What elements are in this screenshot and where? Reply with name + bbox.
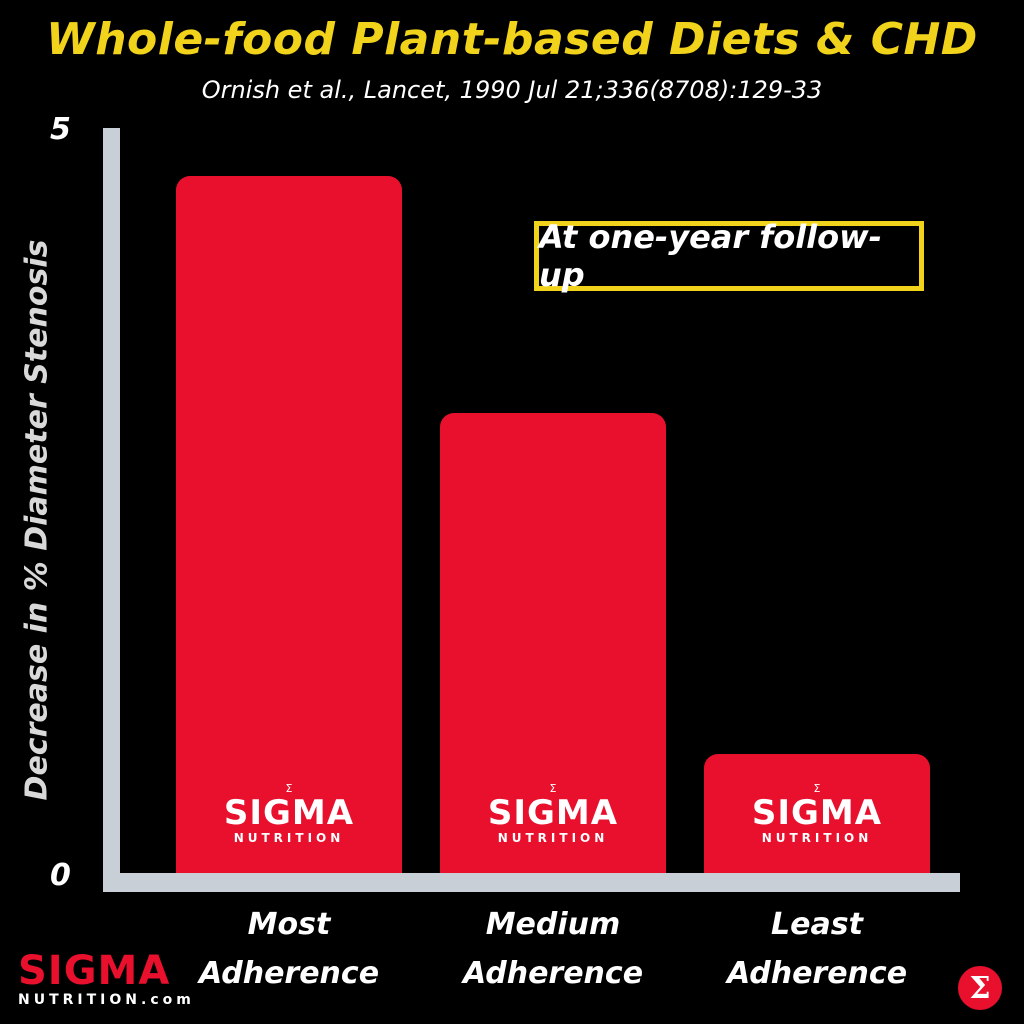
- x-tick-label: Least Adherence: [726, 907, 908, 991]
- bar-watermark-name: SIGMA: [223, 792, 355, 833]
- brand-name: SIGMA: [18, 948, 171, 994]
- annotation-box: At one-year follow-up: [534, 218, 924, 294]
- brand-subtitle: NUTRITION.com: [18, 992, 195, 1008]
- y-tick-zero: 0: [50, 858, 71, 893]
- x-tick-label: Most Adherence: [198, 907, 380, 991]
- x-axis-line: [103, 873, 960, 892]
- y-axis-label: Decrease in % Diameter Stenosis: [19, 239, 55, 801]
- bar-watermark-name: SIGMA: [487, 792, 619, 833]
- sigma-icon: Σ: [285, 781, 293, 795]
- y-tick-max: 5: [50, 112, 71, 147]
- chart-title: Whole-food Plant-based Diets & CHD: [46, 14, 978, 65]
- bar-watermark-logo: Σ SIGMA NUTRITION: [704, 781, 930, 845]
- sigma-icon: Σ: [958, 966, 1002, 1010]
- bar-watermark-name: SIGMA: [751, 792, 883, 833]
- bar-watermark-sub: NUTRITION: [497, 830, 609, 845]
- bar-watermark-logo: Σ SIGMA NUTRITION: [176, 781, 402, 845]
- bar-watermark-sub: NUTRITION: [233, 830, 345, 845]
- chart-subtitle: Ornish et al., Lancet, 1990 Jul 21;336(8…: [201, 76, 823, 104]
- x-tick-label: Medium Adherence: [462, 907, 644, 991]
- bar-1: Σ SIGMA NUTRITION: [176, 175, 402, 873]
- brand-logo: SIGMA NUTRITION.com: [18, 950, 218, 1008]
- bar-watermark-sub: NUTRITION: [761, 830, 873, 845]
- bar-watermark-logo: Σ SIGMA NUTRITION: [440, 781, 666, 845]
- bar-3: Σ SIGMA NUTRITION: [704, 754, 930, 873]
- sigma-icon: Σ: [549, 781, 557, 795]
- y-axis-line: [103, 128, 120, 892]
- sigma-icon: Σ: [813, 781, 821, 795]
- bar-2: Σ SIGMA NUTRITION: [440, 412, 666, 873]
